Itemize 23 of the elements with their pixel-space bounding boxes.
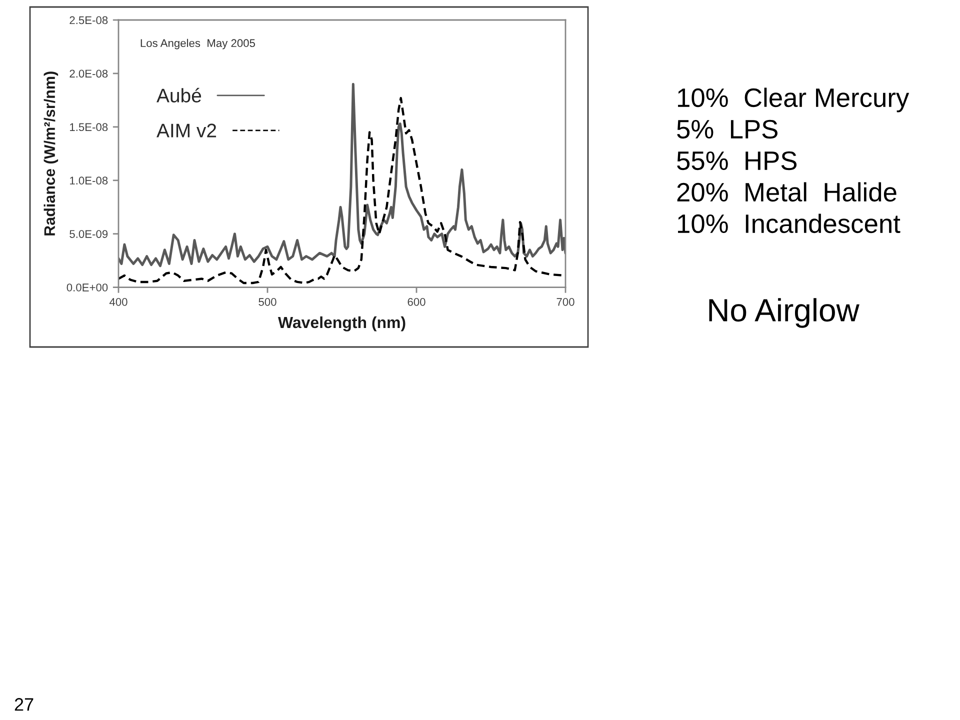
- x-tick-label: 400: [109, 298, 128, 306]
- x-tick-label: 500: [258, 298, 276, 306]
- text: No Airglow: [709, 298, 860, 328]
- y-tick-label: 5.0E-09: [70, 230, 108, 238]
- text: 55% HPS: [677, 151, 797, 170]
- y-tick-label: 2.5E-08: [70, 16, 108, 24]
- text: 27: [14, 698, 34, 711]
- text: 5% LPS: [677, 120, 778, 139]
- y-tick-label: 1.0E-08: [70, 176, 108, 185]
- x-tick-label: 700: [556, 298, 574, 306]
- y-axis-title: Radiance (W/m²/sr/nm): [44, 72, 58, 236]
- text: 10% Incandescent: [678, 214, 900, 234]
- legend-label: Aubé: [156, 88, 202, 102]
- legend-label: AIM v2: [156, 124, 216, 138]
- x-axis-title: Wavelength (nm): [278, 316, 406, 332]
- y-tick-label: 1.5E-08: [70, 123, 108, 132]
- x-tick-label: 600: [408, 298, 426, 306]
- line-series: [118, 82, 566, 268]
- text: Los Angeles May 2005: [140, 38, 256, 50]
- text: 20% Metal Halide: [677, 182, 896, 202]
- y-tick-label: 0.0E+00: [66, 284, 108, 292]
- y-tick-label: 2.0E-08: [70, 70, 108, 78]
- text: 10% Clear Mercury: [678, 88, 910, 112]
